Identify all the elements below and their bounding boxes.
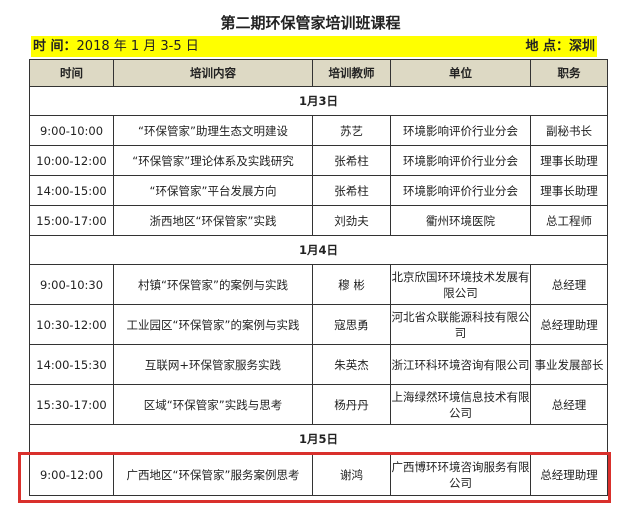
table-row: 14:00-15:00 “环保管家”平台发展方向 张希柱 环境影响评价行业分会 理事长助… xyxy=(29,175,608,206)
table-cell: 总经理助理 xyxy=(530,304,608,345)
table-cell: 杨丹丹 xyxy=(312,384,391,425)
table-cell: 14:00-15:30 xyxy=(29,344,114,385)
column-header: 时间 xyxy=(29,59,114,87)
day-label: 1月4日 xyxy=(29,235,608,265)
table-cell: 上海绿然环境信息技术有限公司 xyxy=(390,384,531,425)
schedule-table: 时间 培训内容 培训教师 单位 职务 1月3日 9:00-10:00 “环保管家”助理生态文明… xyxy=(29,59,608,496)
table-row: 10:00-12:00 “环保管家”理论体系及实践研究 张希柱 环境影响评价行业分会理… xyxy=(29,145,608,176)
place-value: 深圳 xyxy=(568,39,595,54)
table-cell: 河北省众联能源科技有限公司 xyxy=(390,304,531,345)
table-cell: 刘劲夫 xyxy=(312,205,391,236)
table-cell: 苏艺 xyxy=(312,115,391,146)
table-cell: 衢州环境医院 xyxy=(390,205,531,236)
table-cell: “环保管家”平台发展方向 xyxy=(113,175,313,206)
table-cell: 区域“环保管家”实践与思考 xyxy=(113,384,313,425)
table-cell: 浙西地区“环保管家”实践 xyxy=(113,205,313,236)
table-cell: 北京欣国环环境技术发展有限公司 xyxy=(390,264,531,305)
table-cell: “环保管家”理论体系及实践研究 xyxy=(113,145,313,176)
table-cell: 寇思勇 xyxy=(312,304,391,345)
highlight-box xyxy=(18,452,611,503)
table-row: 9:00-12:00 广西地区“环保管家”服务案例思考 谢鸿 广西博环环境咨询服务有限… xyxy=(29,453,608,496)
column-header: 职务 xyxy=(530,59,608,87)
table-cell: 村镇“环保管家”的案例与实践 xyxy=(113,264,313,305)
table-cell: 总工程师 xyxy=(530,205,608,236)
table-cell: 互联网+环保管家服务实践 xyxy=(113,344,313,385)
table-cell: 环境影响评价行业分会 xyxy=(390,115,531,146)
table-cell: 15:00-17:00 xyxy=(29,205,114,236)
table-row: 9:00-10:00 “环保管家”助理生态文明建设 苏艺 环境影响评价行业分会 副秘书长 xyxy=(29,115,608,146)
table-cell: 14:00-15:00 xyxy=(29,175,114,206)
table-cell: 环境影响评价行业分会 xyxy=(390,145,531,176)
day-label: 1月5日 xyxy=(29,424,608,454)
table-cell: 广西地区“环保管家”服务案例思考 xyxy=(113,453,313,496)
table-cell: 总经理助理 xyxy=(530,453,608,496)
table-cell: 总经理 xyxy=(530,384,608,425)
day-row: 1月3日 xyxy=(29,86,608,116)
table-cell: 9:00-10:30 xyxy=(29,264,114,305)
table-row: 10:30-12:00 工业园区“环保管家”的案例与实践 寇思勇 河北省众联能源科技有… xyxy=(29,304,608,345)
table-row: 9:00-10:30 村镇“环保管家”的案例与实践穆 彬北京欣国环环境技术发展有限… xyxy=(29,264,608,305)
table-cell: 工业园区“环保管家”的案例与实践 xyxy=(113,304,313,345)
table-cell: 张希柱 xyxy=(312,145,391,176)
table-cell: 环境影响评价行业分会 xyxy=(390,175,531,206)
table-cell: 朱英杰 xyxy=(312,344,391,385)
table-cell: 10:30-12:00 xyxy=(29,304,114,345)
time-label: 时 间： xyxy=(33,39,77,54)
day-label: 1月3日 xyxy=(29,86,608,116)
table-cell: 9:00-12:00 xyxy=(29,453,114,496)
day-row: 1月5日 xyxy=(29,424,608,454)
header-row: 时间 培训内容 培训教师 单位 职务 xyxy=(29,59,608,87)
info-bar: 时 间：2018 年 1 月 3-5 日 地 点：深圳 xyxy=(31,36,597,57)
table-cell: 浙江环科环境咨询有限公司 xyxy=(390,344,531,385)
table-cell: 理事长助理 xyxy=(530,145,608,176)
page-title: 第二期环保管家培训班课程 xyxy=(220,14,401,32)
table-row: 15:30-17:00 区域“环保管家”实践与思考 杨丹丹 上海绿然环境信息技术有限公… xyxy=(29,384,608,425)
table-cell: 总经理 xyxy=(530,264,608,305)
table-row: 14:00-15:30 互联网+环保管家服务实践 朱英杰 浙江环科环境咨询有限公司 事业… xyxy=(29,344,608,385)
table-cell: 10:00-12:00 xyxy=(29,145,114,176)
table-cell: 9:00-10:00 xyxy=(29,115,114,146)
table-cell: 理事长助理 xyxy=(530,175,608,206)
column-header: 培训内容 xyxy=(113,59,313,87)
table-cell: “环保管家”助理生态文明建设 xyxy=(113,115,313,146)
time-info: 时 间：2018 年 1 月 3-5 日 xyxy=(33,36,199,57)
column-header: 单位 xyxy=(390,59,531,87)
table-cell: 事业发展部长 xyxy=(530,344,608,385)
table-cell: 穆 彬 xyxy=(312,264,391,305)
place-info: 地 点：深圳 xyxy=(525,36,595,57)
table-cell: 副秘书长 xyxy=(530,115,608,146)
day-row: 1月4日 xyxy=(29,235,608,265)
table-cell: 15:30-17:00 xyxy=(29,384,114,425)
time-value: 2018 年 1 月 3-5 日 xyxy=(76,39,199,54)
table-row: 15:00-17:00 浙西地区“环保管家”实践 刘劲夫 衢州环境医院 总工程师 xyxy=(29,205,608,236)
column-header: 培训教师 xyxy=(312,59,391,87)
place-label: 地 点： xyxy=(525,39,569,54)
table-cell: 张希柱 xyxy=(312,175,391,206)
